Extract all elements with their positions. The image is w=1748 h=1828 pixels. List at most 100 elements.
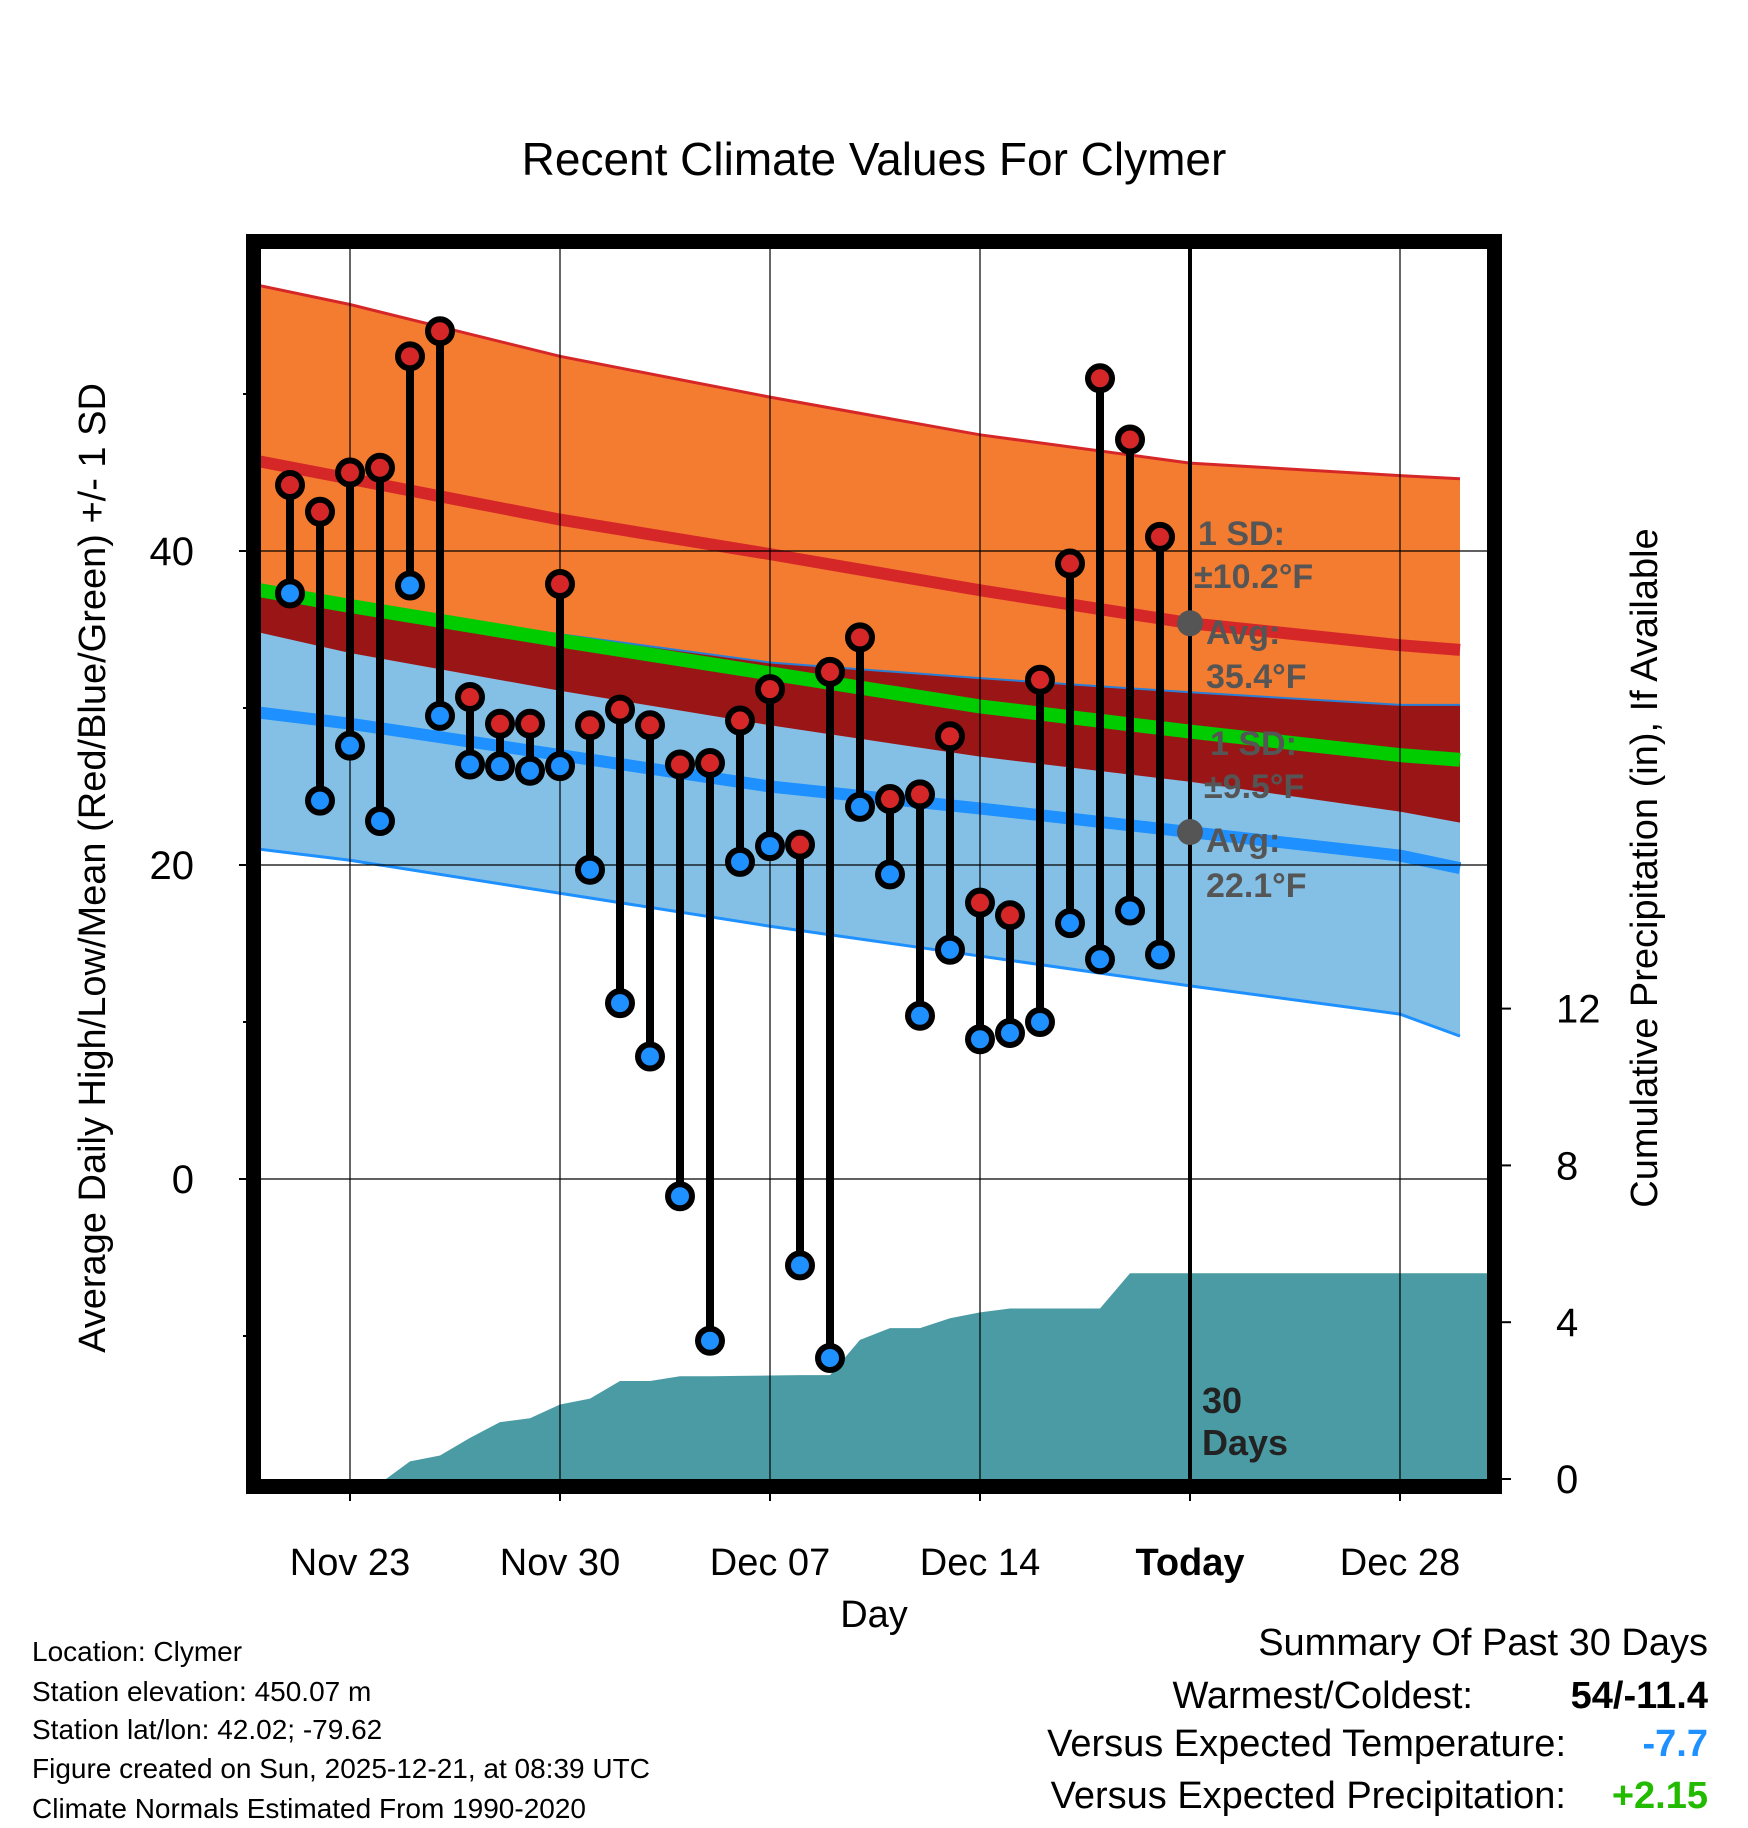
precip-area-fill [260, 1273, 1487, 1479]
x-tick-label: Dec 28 [1340, 1542, 1460, 1584]
y2-tick-label: 12 [1556, 988, 1601, 1032]
footer-created: Figure created on Sun, 2025-12-21, at 08… [32, 1753, 650, 1784]
low-lower-line [261, 847, 1461, 1038]
summary-temp-label: Versus Expected Temperature: [1047, 1723, 1566, 1765]
daily-low-point [875, 859, 905, 890]
daily-low-point [1025, 1007, 1055, 1037]
y2-axis-label: Cumulative Precipitation (in), If Availa… [1624, 528, 1666, 1207]
daily-low-point [1055, 908, 1085, 939]
daily-high-point [515, 708, 545, 739]
daily-high-point [1145, 521, 1175, 552]
x-axis-label: Day [840, 1594, 908, 1636]
daily-high-point [605, 694, 635, 725]
daily-high-point [1115, 424, 1145, 455]
daily-high-point [1085, 363, 1115, 394]
x-tick-label: Nov 30 [500, 1542, 620, 1584]
mean-normal-line [261, 583, 1461, 767]
daily-high-point [905, 779, 935, 810]
x-tick-label: Today [1135, 1542, 1244, 1584]
high-avg-title: Avg: [1206, 614, 1280, 652]
daily-low-point [1145, 939, 1175, 970]
low-normal-line [261, 706, 1462, 875]
summary-warmest-label: Warmest/Coldest: [1172, 1675, 1473, 1717]
low-avg-value: 22.1°F [1206, 867, 1307, 905]
daily-low-point [725, 846, 755, 877]
daily-low-point [335, 730, 365, 761]
daily-high-point [875, 784, 905, 815]
daily-high-point [425, 316, 455, 347]
daily-high-point [575, 710, 605, 741]
x-tick-label: Nov 23 [290, 1542, 410, 1584]
y2-tick-label: 8 [1556, 1144, 1578, 1188]
daily-high-point [335, 457, 365, 488]
daily-high-point [305, 496, 335, 527]
daily-low-point [425, 700, 455, 731]
y2-tick-label: 4 [1556, 1301, 1578, 1345]
daily-low-point [755, 831, 785, 862]
today-days-number: 30 [1202, 1380, 1242, 1421]
low-sd-value: ±9.5°F [1204, 768, 1304, 806]
daily-low-point [455, 749, 485, 780]
daily-low-point [1115, 895, 1145, 926]
today-days-word: Days [1202, 1422, 1288, 1463]
daily-low-point [485, 751, 515, 782]
daily-low-point [395, 570, 425, 601]
chart-title: Recent Climate Values For Clymer [522, 133, 1227, 185]
y-axis-label: Average Daily High/Low/Mean (Red/Blue/Gr… [72, 383, 114, 1353]
daily-high-point [455, 682, 485, 713]
daily-high-point [725, 705, 755, 736]
daily-high-point [1055, 548, 1085, 579]
summary-precip-label: Versus Expected Precipitation: [1050, 1775, 1566, 1817]
high-avg-value: 35.4°F [1206, 658, 1307, 696]
plot-border [246, 234, 1502, 1494]
y2-tick-label: 0 [1556, 1458, 1578, 1502]
daily-high-point [695, 747, 725, 778]
daily-low-point [305, 785, 335, 816]
daily-low-point [935, 934, 965, 965]
daily-high-point [935, 721, 965, 752]
high-normal-line [261, 455, 1461, 656]
daily-low-point [275, 578, 305, 609]
high-upper-line [261, 284, 1461, 481]
footer-latlon: Station lat/lon: 42.02; -79.62 [32, 1714, 383, 1745]
footer-normals: Climate Normals Estimated From 1990-2020 [32, 1793, 586, 1824]
low-sd-title: 1 SD: [1210, 725, 1297, 763]
daily-low-point [545, 751, 575, 782]
daily-low-point [785, 1250, 815, 1281]
daily-low-point [995, 1017, 1025, 1048]
daily-low-point [605, 988, 635, 1019]
daily-high-point [665, 749, 695, 780]
daily-low-point [635, 1041, 665, 1072]
daily-low-point [575, 854, 605, 885]
low-avg-title: Avg: [1206, 822, 1280, 860]
daily-high-point [995, 900, 1025, 931]
sd-labels: 1 SD: ±10.2°F Avg: 35.4°F 1 SD: ±9.5°F Avg: 22.… [1177, 515, 1313, 905]
precipitation-area [260, 1273, 1487, 1479]
daily-high-point [845, 622, 875, 653]
daily-low-point [695, 1325, 725, 1356]
y-tick-label: 40 [150, 530, 195, 574]
high-sd-value: ±10.2°F [1194, 558, 1313, 596]
daily-high-point [1025, 664, 1055, 695]
daily-high-point [395, 341, 425, 372]
daily-high-point [545, 568, 575, 599]
high-sd-title: 1 SD: [1198, 515, 1285, 553]
daily-high-point [485, 708, 515, 739]
summary-precip-value: +2.15 [1611, 1775, 1708, 1817]
x-tick-label: Dec 14 [920, 1542, 1040, 1584]
daily-low-point [845, 791, 875, 822]
daily-low-point [815, 1342, 845, 1373]
y-tick-label: 20 [150, 844, 195, 888]
summary-title: Summary Of Past 30 Days [1258, 1622, 1708, 1664]
daily-high-point [965, 887, 995, 918]
daily-high-point [785, 829, 815, 860]
plot-frame [246, 234, 1502, 1494]
daily-low-point [905, 1000, 935, 1031]
daily-low-point [1085, 944, 1115, 975]
daily-low-point [515, 755, 545, 786]
daily-high-point [635, 710, 665, 741]
daily-high-point [275, 470, 305, 501]
summary-temp-value: -7.7 [1642, 1723, 1708, 1765]
daily-low-point [365, 806, 395, 837]
